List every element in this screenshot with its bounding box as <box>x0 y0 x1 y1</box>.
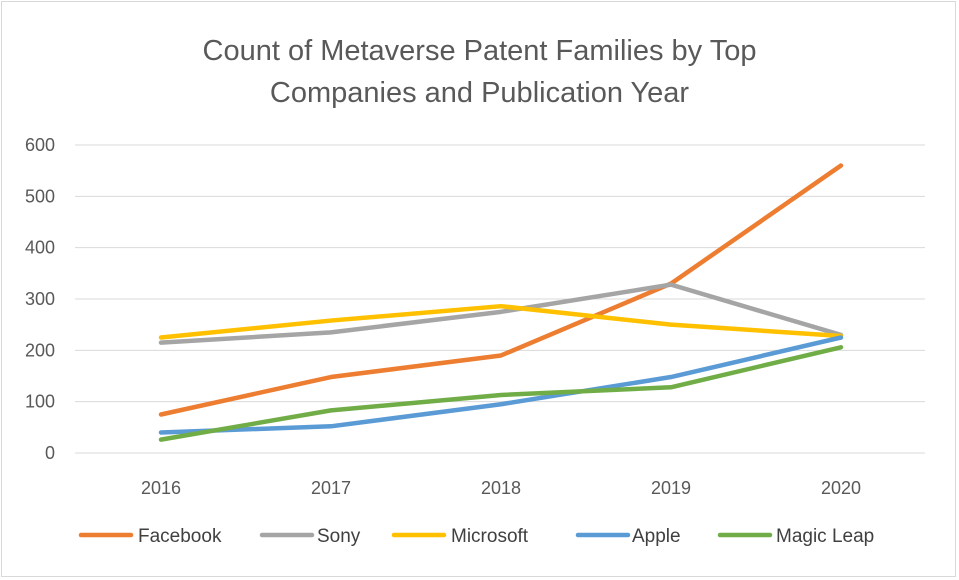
y-tick-label: 300 <box>25 289 55 309</box>
chart-title-line-1: Count of Metaverse Patent Families by To… <box>202 35 757 67</box>
y-tick-label: 500 <box>25 186 55 206</box>
y-tick-label: 100 <box>25 392 55 412</box>
legend-label: Apple <box>632 526 681 547</box>
series-line-magic-leap <box>158 345 844 442</box>
series-line-microsoft <box>158 303 844 340</box>
y-tick-label: 200 <box>25 340 55 360</box>
legend-label: Facebook <box>138 526 222 547</box>
x-tick-label: 2018 <box>481 478 521 498</box>
x-axis-ticks: 2016 2017 2018 2019 2020 <box>141 478 861 498</box>
series-lines <box>158 163 844 442</box>
legend: Facebook Sony Microsoft Apple Magic Leap <box>78 526 874 547</box>
y-axis-ticks: 0 100 200 300 400 500 600 <box>25 135 55 463</box>
series-line-facebook <box>158 163 844 417</box>
chart-title: Count of Metaverse Patent Families by To… <box>2 30 957 114</box>
y-tick-label: 400 <box>25 238 55 258</box>
x-tick-label: 2019 <box>651 478 691 498</box>
chart-title-line-2: Companies and Publication Year <box>269 77 690 109</box>
legend-label: Sony <box>317 526 361 547</box>
y-tick-label: 600 <box>25 135 55 155</box>
series-line-sony <box>158 282 844 345</box>
legend-label: Magic Leap <box>776 526 874 547</box>
x-tick-label: 2016 <box>141 478 181 498</box>
legend-label: Microsoft <box>451 526 529 547</box>
x-tick-label: 2020 <box>821 478 861 498</box>
y-tick-label: 0 <box>45 443 55 463</box>
series-line-apple <box>158 335 844 435</box>
x-tick-label: 2017 <box>311 478 351 498</box>
